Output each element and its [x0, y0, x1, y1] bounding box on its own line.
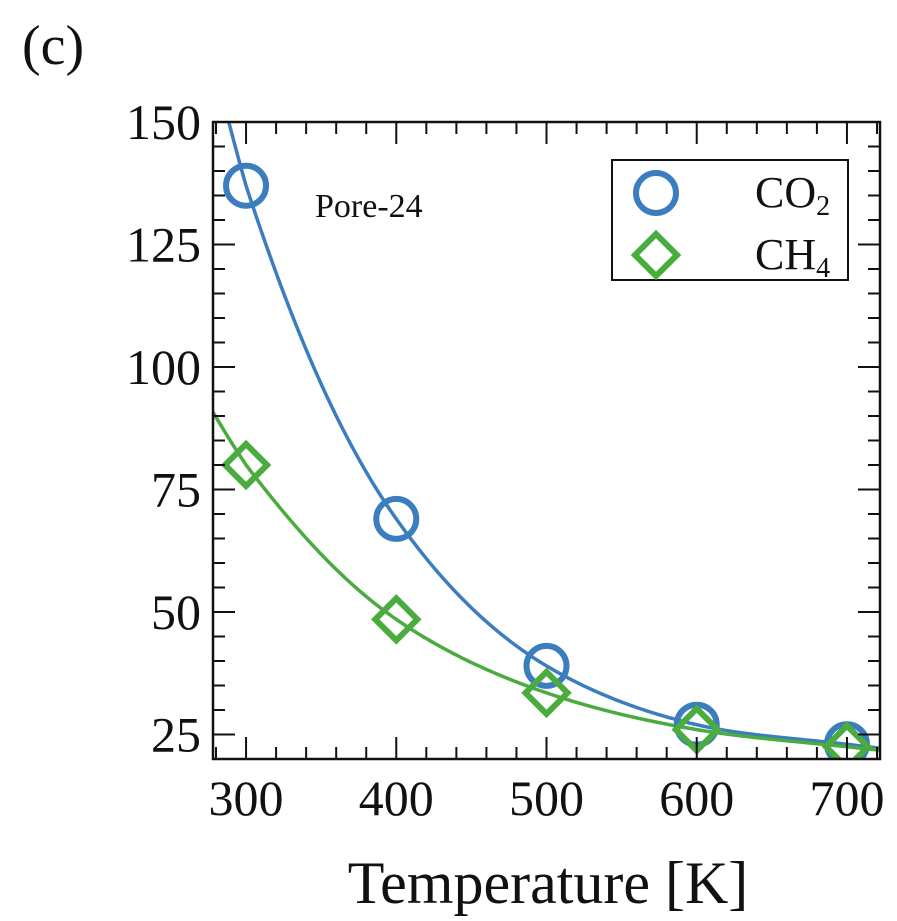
fit-curve-ch4 — [213, 411, 880, 752]
data-markers — [220, 162, 873, 759]
y-tick-label: 50 — [151, 584, 201, 640]
plot-area: 25 50 75 100 125 150 300 400 500 600 700 — [126, 94, 885, 826]
x-tick-label: 700 — [809, 770, 884, 826]
y-tick-labels: 25 50 75 100 125 150 — [126, 94, 201, 763]
x-tick-label: 300 — [209, 770, 284, 826]
fit-curves — [213, 122, 880, 752]
data-point-ch4 — [220, 439, 272, 491]
y-tick-label: 75 — [151, 462, 201, 518]
data-point-ch4 — [821, 721, 873, 759]
data-point-co2 — [373, 495, 420, 542]
legend-marker-co2 — [633, 170, 679, 216]
y-tick-label: 150 — [126, 94, 201, 150]
data-point-ch4 — [521, 667, 572, 719]
data-point-ch4 — [371, 594, 422, 645]
x-axis-label: Temperature [K] — [348, 850, 749, 916]
data-point-co2 — [523, 642, 570, 689]
y-tick-label: 25 — [151, 707, 201, 763]
fit-curve-co2 — [226, 122, 880, 750]
axis-ticks — [213, 121, 880, 760]
y-tick-label: 100 — [126, 339, 201, 395]
y-tick-label: 125 — [126, 217, 201, 273]
panel-label: (c) — [22, 15, 84, 77]
x-tick-label: 500 — [509, 770, 584, 826]
x-tick-labels: 300 400 500 600 700 — [209, 770, 885, 826]
legend-box — [611, 159, 849, 281]
pore-annotation: Pore-24 — [315, 188, 423, 225]
data-point-co2 — [223, 162, 270, 209]
legend-marker-ch4 — [630, 229, 682, 281]
x-tick-label: 400 — [359, 770, 434, 826]
x-tick-label: 600 — [659, 770, 734, 826]
